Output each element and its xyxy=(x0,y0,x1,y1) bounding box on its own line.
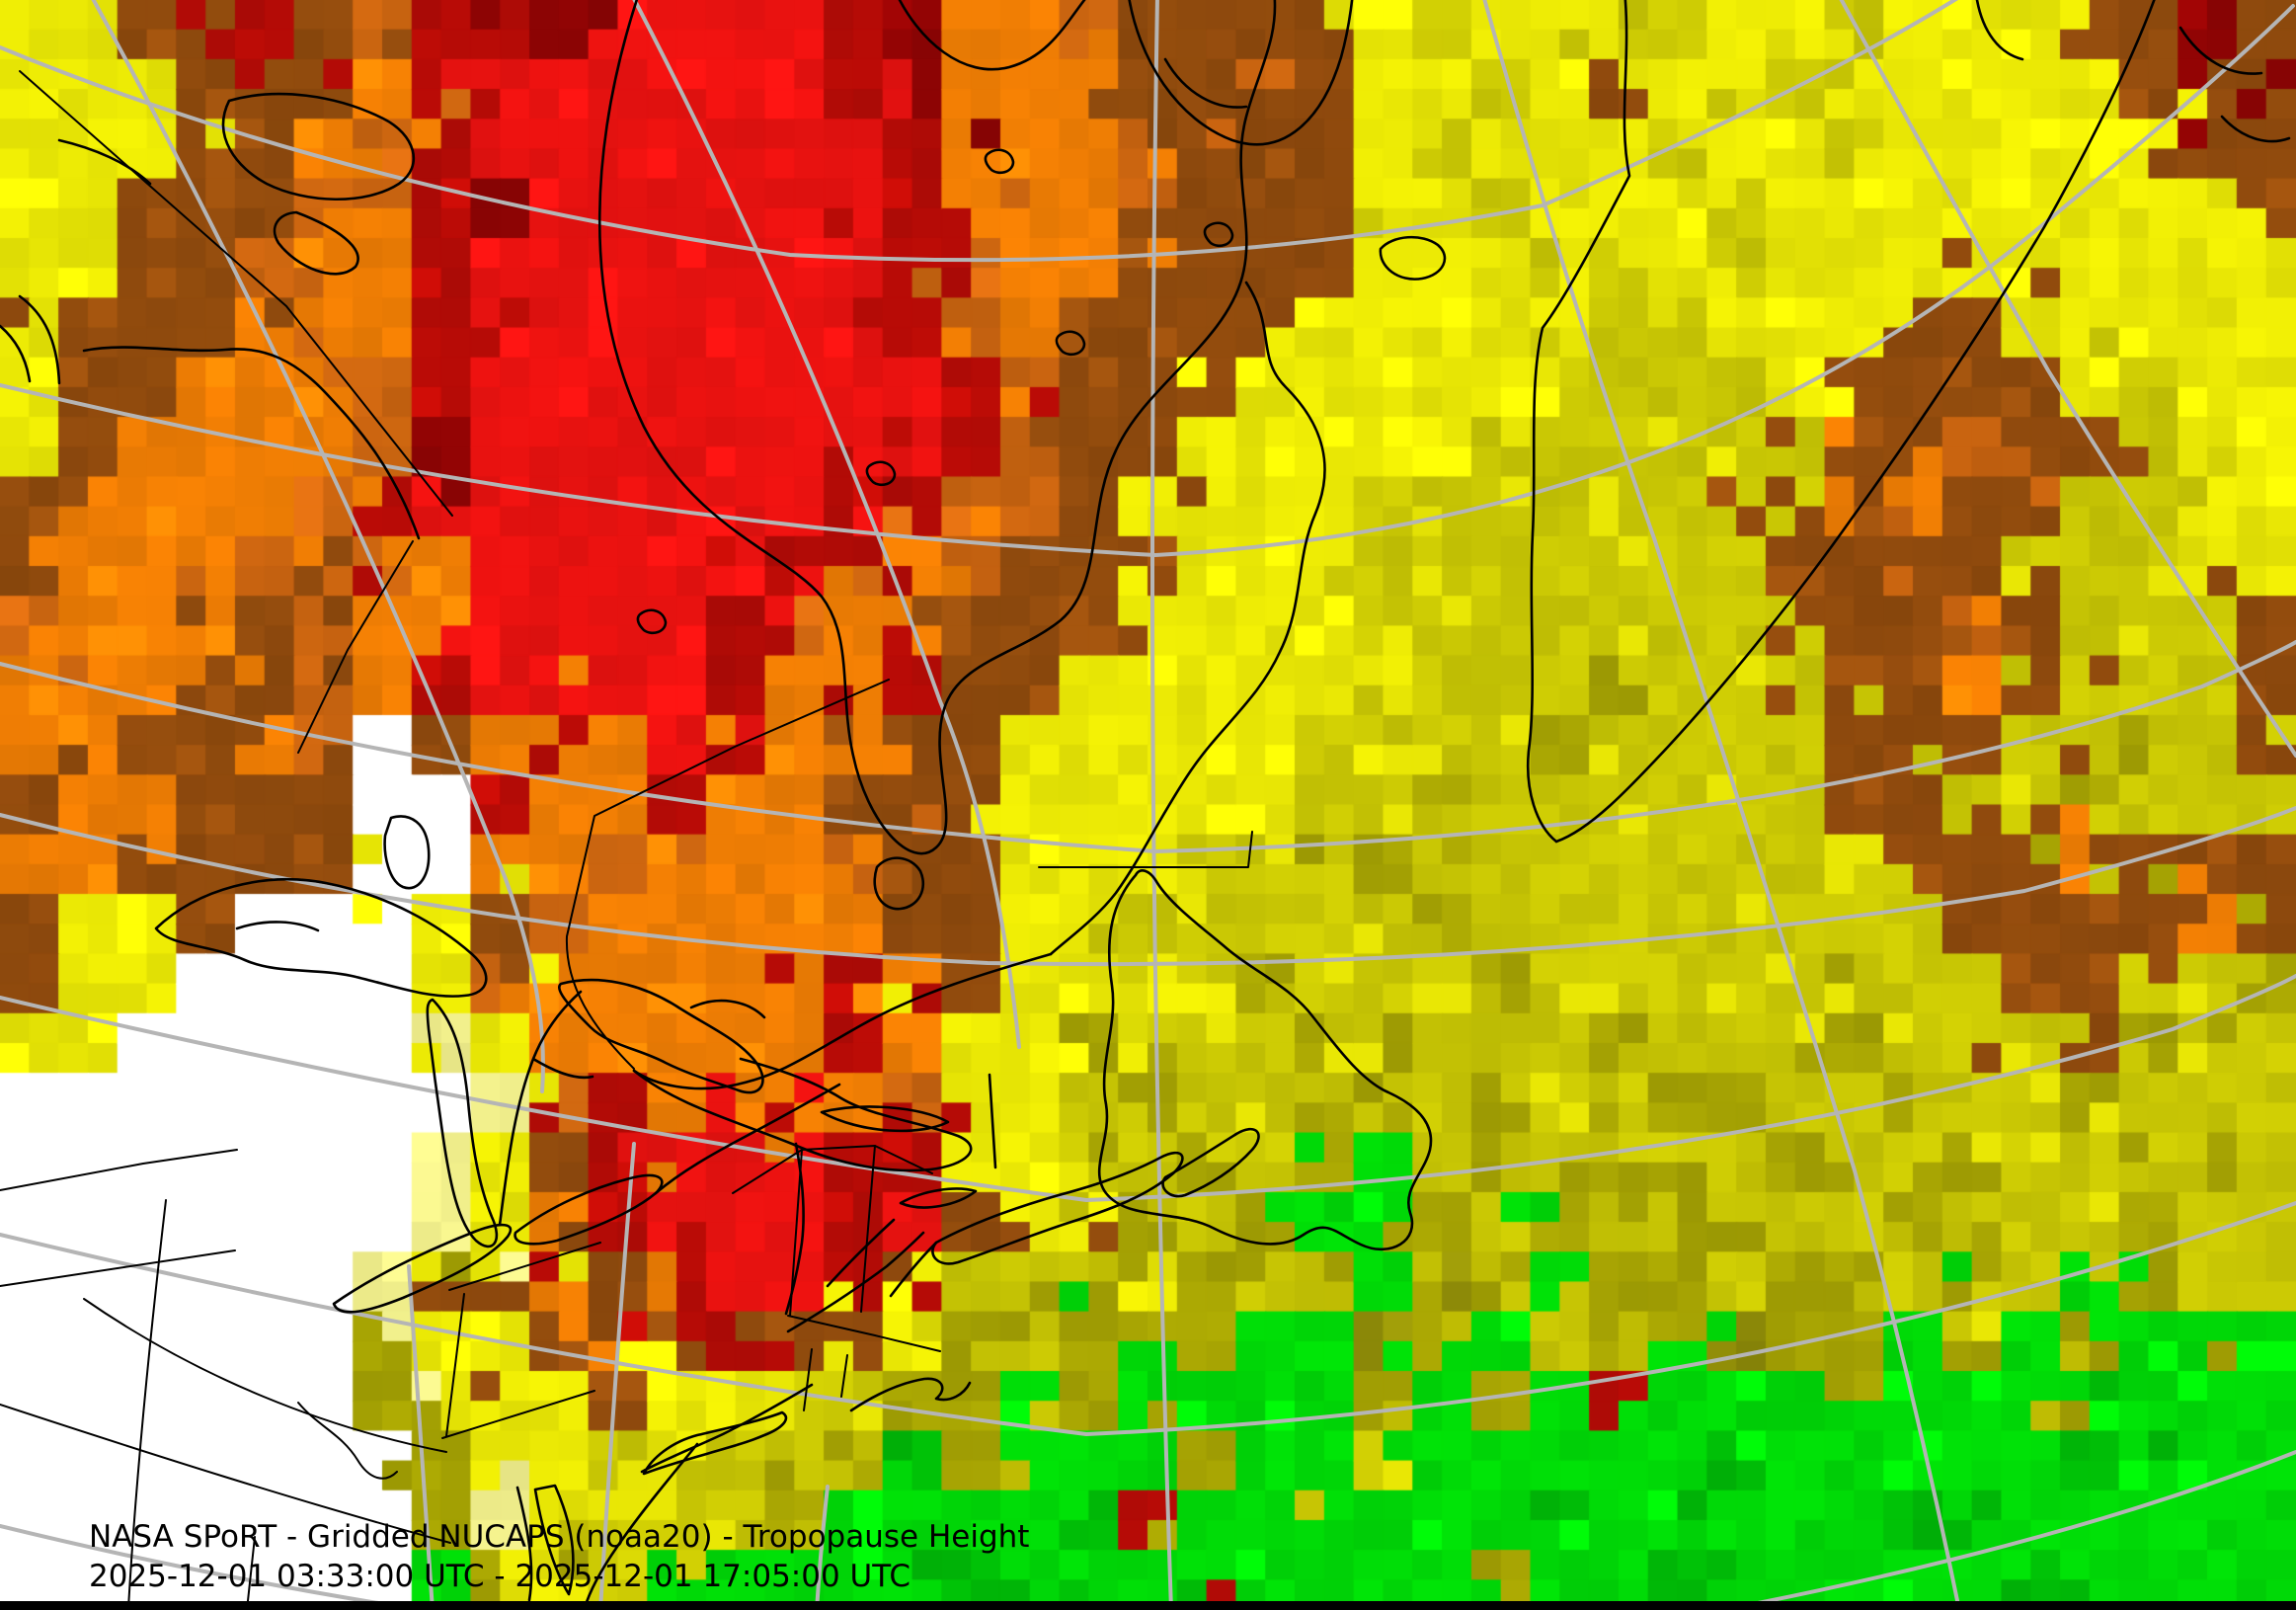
lake-nipigon xyxy=(383,815,431,890)
coats-island xyxy=(273,210,359,276)
southampton-island xyxy=(221,92,416,201)
baffin-inlet xyxy=(1163,57,1248,109)
lake-michigan xyxy=(426,998,499,1248)
product-time-range: 2025-12-01 03:33:00 UTC - 2025-12-01 17:… xyxy=(89,1559,910,1594)
isle-royale xyxy=(235,921,320,932)
cape-cod xyxy=(849,1377,972,1412)
tl-coast-hooks xyxy=(0,138,152,385)
product-title: NASA SPoRT - Gridded NUCAPS (noaa20) - T… xyxy=(89,1519,1030,1555)
nova-scotia xyxy=(931,1151,1184,1265)
lake-erie xyxy=(332,1223,513,1314)
greenland-west-coast xyxy=(1526,0,1631,844)
political-borders xyxy=(0,70,1253,1610)
state-line-2 xyxy=(0,1249,236,1287)
arctic-islet-2 xyxy=(1203,221,1234,248)
maine-coast xyxy=(786,1231,925,1333)
tl-lake-squiggle xyxy=(82,346,421,540)
manicouagan-ring xyxy=(873,856,925,911)
delmarva xyxy=(533,1484,575,1596)
greenland-ne-fjords xyxy=(1975,0,2291,143)
qc-on-border xyxy=(565,679,890,1070)
st-lawrence-river xyxy=(654,1083,841,1195)
us-can-border xyxy=(732,1145,933,1194)
in-oh-border xyxy=(127,1199,167,1609)
quebec-lake-2 xyxy=(865,460,897,487)
vt-nh-border xyxy=(860,1145,876,1313)
ky-va-border xyxy=(83,1298,447,1453)
product-annotation: NASA SPoRT - Gridded NUCAPS (noaa20) - T… xyxy=(89,1517,1029,1596)
baffin-island-b xyxy=(1128,0,1354,146)
long-island xyxy=(642,1410,788,1476)
ungava-labrador-coast xyxy=(1049,281,1326,956)
mason-dixon xyxy=(441,1390,595,1439)
pa-west-border xyxy=(445,1293,465,1437)
ma-north-border xyxy=(787,1315,941,1352)
georgian-bay xyxy=(689,999,766,1019)
chesapeake-bay xyxy=(515,1486,533,1602)
nj-coast xyxy=(585,1442,699,1604)
baffin-island-a xyxy=(898,0,1086,71)
gulf-north-shore xyxy=(632,952,1053,1090)
prince-edward-island xyxy=(899,1187,978,1209)
state-line-3 xyxy=(246,1536,256,1610)
arctic-islet-1 xyxy=(984,148,1015,175)
bottom-black-bar xyxy=(0,1601,2296,1610)
nw-diagonal-border xyxy=(19,70,453,517)
pa-ny-border xyxy=(448,1242,601,1291)
on-mb-border xyxy=(297,540,414,754)
ny-vt-border xyxy=(789,1149,803,1317)
lake-superior xyxy=(154,878,488,998)
quebec-lake-4 xyxy=(1379,235,1447,281)
anticosti-island xyxy=(820,1105,950,1133)
ohio-river xyxy=(297,1402,398,1480)
michigan-mitten xyxy=(498,990,594,1227)
lake-ontario xyxy=(514,1173,664,1246)
ct-ri-borders xyxy=(803,1348,848,1411)
qc-nl-border xyxy=(1038,831,1253,868)
southern-ne-coast xyxy=(640,1383,814,1474)
greenland-east-coast xyxy=(1554,0,2156,844)
va-nc-border xyxy=(0,1404,451,1544)
bay-of-fundy xyxy=(826,1218,938,1298)
state-line-1 xyxy=(0,1149,238,1191)
lake-huron xyxy=(558,978,764,1094)
maine-nb-border xyxy=(988,1073,997,1169)
st-lawrence-estuary-gaspe xyxy=(632,1057,973,1172)
quebec-lake-1 xyxy=(636,608,668,635)
quebec-lake-3 xyxy=(1055,330,1086,357)
newfoundland xyxy=(1097,869,1433,1251)
cape-breton xyxy=(1161,1127,1260,1198)
hudson-james-bay xyxy=(597,0,1277,855)
